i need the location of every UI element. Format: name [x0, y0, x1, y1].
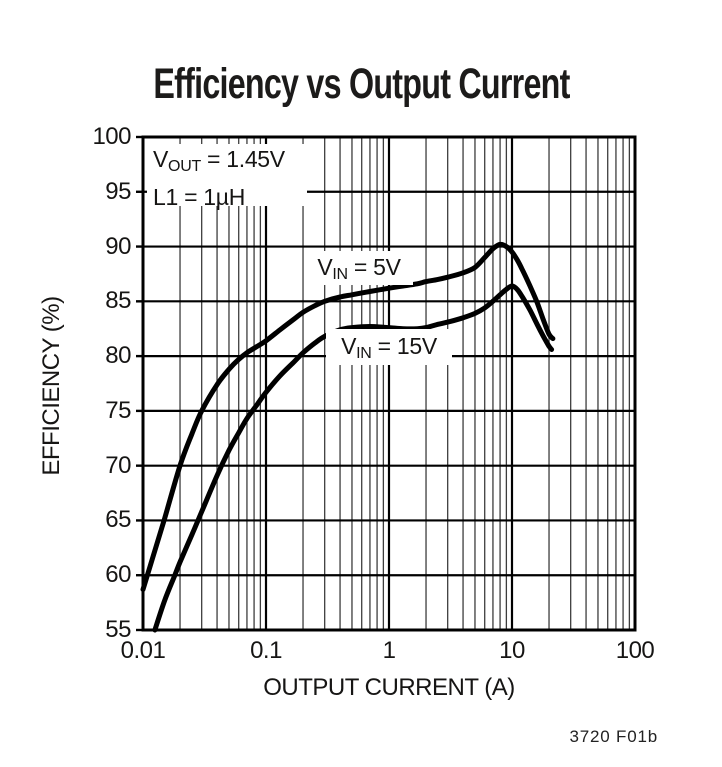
- y-tick-label: 60: [105, 561, 131, 589]
- x-tick-label: 1: [382, 637, 396, 664]
- y-tick-label: 70: [105, 451, 131, 479]
- y-tick-label: 55: [105, 616, 131, 643]
- conditions-annotation: VOUT = 1.45V L1 = 1µH: [147, 144, 307, 210]
- chart-title: Efficiency vs Output Current: [152, 60, 570, 108]
- y-tick-label: 85: [105, 287, 131, 315]
- curve-vin-15v: [152, 283, 555, 633]
- x-tick-label: 0.1: [250, 637, 282, 664]
- y-tick-label: 65: [105, 506, 131, 534]
- y-tick-label: 75: [105, 396, 131, 424]
- y-tick-label: 80: [105, 342, 131, 370]
- y-tick-label: 100: [92, 123, 131, 150]
- annotation-inductor: L1 = 1µH: [153, 184, 246, 210]
- y-tick-label: 95: [105, 177, 131, 205]
- x-tick-label: 100: [615, 637, 655, 664]
- title-row: Efficiency vs Output Current: [0, 60, 722, 109]
- annotation-vout: VOUT = 1.45V: [153, 146, 285, 175]
- x-tick-label: 0.01: [120, 637, 166, 664]
- plot-border: [141, 135, 637, 632]
- curve-vin-5v: [140, 241, 556, 592]
- y-tick-label: 90: [105, 232, 131, 260]
- curve-label-vin-5v: VIN = 5V: [305, 251, 413, 285]
- x-tick-label: 10: [499, 637, 525, 664]
- x-axis-title: OUTPUT CURRENT (A): [263, 674, 515, 701]
- figure-number-label: 3720 F01b: [569, 727, 658, 746]
- curve-label-vin-15v: VIN = 15V: [326, 329, 452, 365]
